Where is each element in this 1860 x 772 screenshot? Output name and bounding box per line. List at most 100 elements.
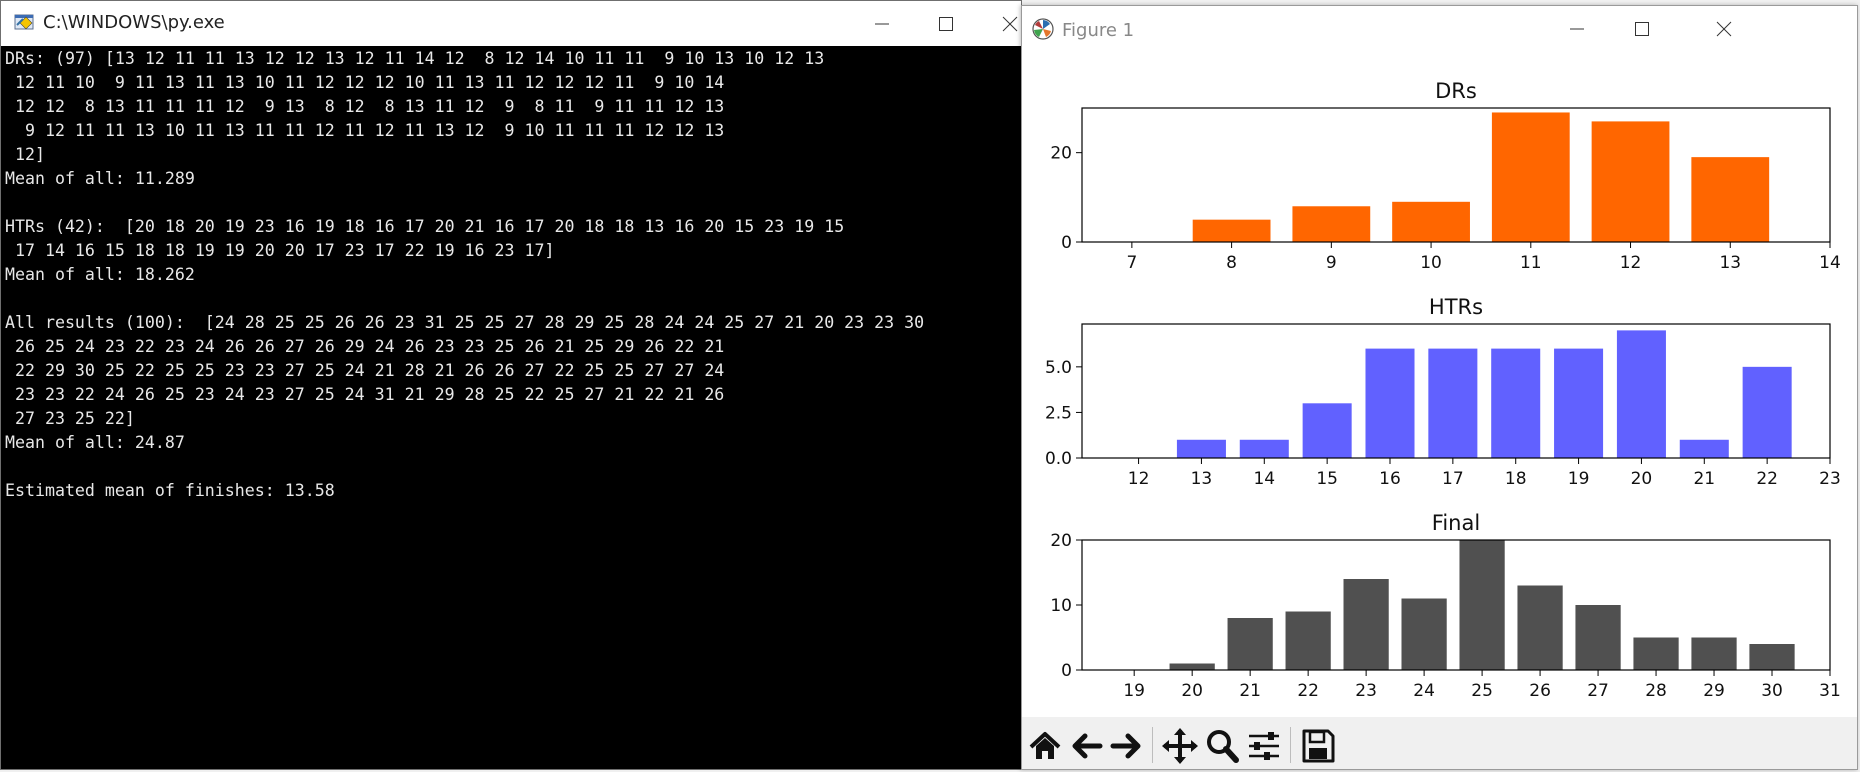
- console-line: 27 23 25 22]: [5, 409, 135, 428]
- save-button[interactable]: [1298, 726, 1338, 766]
- figure-window[interactable]: Figure 1 DRs 7 8 9 10 11 12 13 14 0 20 HTRs 12 13 14 15…: [1021, 5, 1858, 770]
- pan-button[interactable]: [1160, 726, 1200, 766]
- bar: [1742, 366, 1792, 458]
- figure-title: Figure 1: [1062, 20, 1135, 41]
- x-tick-label: 31: [1819, 681, 1841, 701]
- bar: [1365, 348, 1415, 458]
- figure-toolbar: [1022, 717, 1857, 769]
- configure-subplots-button[interactable]: [1244, 726, 1284, 766]
- save-icon: [1302, 729, 1335, 763]
- x-tick-label: 16: [1379, 469, 1401, 489]
- subplot-title: HTRs: [1429, 295, 1483, 319]
- console-line: 26 25 24 23 22 23 24 26 26 27 26 29 24 2…: [5, 337, 725, 356]
- console-line: 17 14 16 15 18 18 19 19 20 20 17 23 17 2…: [5, 241, 555, 260]
- console-line: [5, 287, 1021, 311]
- subplot-htrs: HTRs 12 13 14 15 16 17 18 19 20 21 22 23 0.0 2.5 5.0: [1045, 295, 1841, 489]
- zoom-icon: [1207, 730, 1239, 763]
- x-tick-label: 23: [1355, 681, 1377, 701]
- console-line: HTRs (42): [20 18 20 19 23 16 19 18 16 1…: [5, 217, 845, 236]
- minimize-icon: [875, 23, 889, 25]
- bar: [1459, 540, 1505, 670]
- toolbar-separator: [1152, 727, 1153, 763]
- bar: [1169, 663, 1215, 670]
- bar: [1285, 611, 1331, 670]
- pan-icon: [1162, 728, 1198, 764]
- console-line: 23 23 22 24 26 25 23 24 23 27 25 24 31 2…: [5, 385, 725, 404]
- x-tick-label: 12: [1620, 253, 1642, 273]
- subplot-title: Final: [1432, 511, 1480, 535]
- bar: [1633, 637, 1679, 670]
- console-line: All results (100): [24 28 25 25 26 26 23…: [5, 313, 925, 332]
- bar: [1575, 605, 1621, 670]
- y-tick-label: 0: [1061, 233, 1072, 253]
- figure-close-button[interactable]: [1709, 14, 1739, 44]
- x-tick-label: 19: [1123, 681, 1145, 701]
- y-tick-label: 0: [1061, 661, 1072, 681]
- bar: [1691, 157, 1770, 242]
- subplot-title: DRs: [1435, 79, 1477, 103]
- axes-frame: [1081, 323, 1831, 459]
- x-tick-label: 11: [1520, 253, 1542, 273]
- y-tick-label: 20: [1050, 144, 1072, 164]
- y-tick-label: 0.0: [1045, 449, 1072, 469]
- bar: [1491, 112, 1570, 242]
- console-line: 12 11 10 9 11 13 11 13 10 11 12 12 12 10…: [5, 73, 725, 92]
- minimize-icon: [1570, 28, 1584, 30]
- forward-arrow-icon: [1110, 733, 1141, 759]
- figure-canvas[interactable]: DRs 7 8 9 10 11 12 13 14 0 20 HTRs 12 13 14 15 16 17 18 19 2…: [1022, 52, 1857, 717]
- x-tick-label: 21: [1239, 681, 1261, 701]
- figure-titlebar[interactable]: Figure 1: [1022, 6, 1857, 52]
- bar: [1239, 439, 1289, 458]
- axes-frame: [1081, 107, 1831, 243]
- bar: [1616, 330, 1666, 458]
- console-minimize-button[interactable]: [867, 9, 897, 39]
- figure-maximize-button[interactable]: [1627, 14, 1657, 44]
- bar: [1192, 219, 1271, 242]
- bar: [1749, 644, 1795, 670]
- forward-button[interactable]: [1107, 726, 1147, 766]
- x-tick-label: 22: [1756, 469, 1778, 489]
- console-titlebar[interactable]: C:\WINDOWS\py.exe: [1, 1, 1021, 46]
- console-line: 12]: [5, 145, 45, 164]
- bar: [1428, 348, 1478, 458]
- x-tick-label: 15: [1316, 469, 1338, 489]
- x-tick-label: 19: [1568, 469, 1590, 489]
- x-tick-label: 10: [1420, 253, 1442, 273]
- bar: [1392, 201, 1470, 242]
- console-text: DRs: (97) [13 12 11 11 13 12 12 13 12 11…: [5, 47, 1021, 503]
- bar: [1554, 348, 1604, 458]
- home-icon: [1029, 732, 1061, 759]
- x-tick-label: 18: [1505, 469, 1527, 489]
- console-output[interactable]: DRs: (97) [13 12 11 11 13 12 12 13 12 11…: [5, 47, 1021, 769]
- y-tick-label: 2.5: [1045, 403, 1072, 423]
- bar: [1227, 618, 1273, 670]
- bar: [1401, 598, 1447, 670]
- back-button[interactable]: [1066, 726, 1106, 766]
- x-tick-label: 28: [1645, 681, 1667, 701]
- console-line: [5, 455, 1021, 479]
- subplot-final: Final 19 20 21 22 23 24 25 26 27 28 29 30 31 0 10 20: [1050, 511, 1840, 701]
- console-close-button[interactable]: [995, 9, 1025, 39]
- console-window[interactable]: C:\WINDOWS\py.exe DRs: (97) [13 12 11 11…: [0, 0, 1022, 770]
- console-line: Estimated mean of finishes: 13.58: [5, 481, 335, 500]
- x-tick-label: 24: [1413, 681, 1435, 701]
- x-tick-label: 8: [1226, 253, 1237, 273]
- close-icon: [1716, 21, 1732, 37]
- x-tick-label: 7: [1126, 253, 1137, 273]
- x-tick-label: 12: [1128, 469, 1150, 489]
- python-console-icon: [14, 14, 34, 30]
- matplotlib-icon: [1032, 18, 1054, 40]
- figure-minimize-button[interactable]: [1562, 14, 1592, 44]
- console-line: [5, 191, 1021, 215]
- x-tick-label: 30: [1761, 681, 1783, 701]
- console-maximize-button[interactable]: [931, 9, 961, 39]
- x-tick-label: 9: [1326, 253, 1337, 273]
- zoom-button[interactable]: [1202, 726, 1242, 766]
- console-title: C:\WINDOWS\py.exe: [43, 12, 225, 33]
- home-button[interactable]: [1025, 726, 1065, 766]
- bar: [1292, 206, 1371, 242]
- console-line: 9 12 11 11 13 10 11 13 11 11 12 11 12 11…: [5, 121, 725, 140]
- maximize-icon: [939, 17, 953, 31]
- x-tick-label: 21: [1693, 469, 1715, 489]
- bar: [1517, 585, 1563, 670]
